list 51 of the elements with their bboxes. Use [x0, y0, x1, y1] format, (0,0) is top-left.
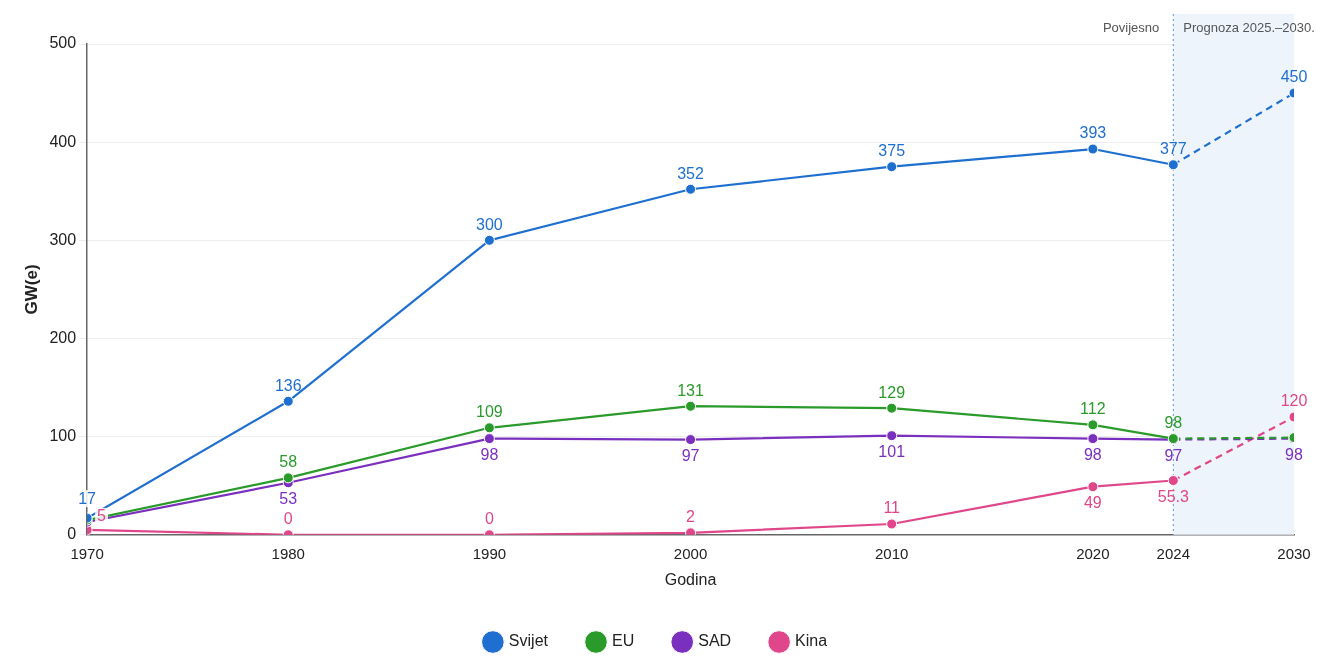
data-label: 120	[1280, 392, 1308, 410]
data-label: 2	[686, 508, 696, 526]
data-label: 352	[677, 164, 704, 182]
data-label: 450	[1280, 68, 1308, 86]
data-label: 112	[1080, 400, 1106, 418]
y-tick-label: 100	[49, 427, 77, 445]
data-label: 97	[681, 446, 700, 464]
x-tick-label: 2030	[1277, 544, 1311, 562]
data-label: 129	[878, 383, 906, 401]
x-tick-label: 2024	[1156, 544, 1190, 562]
legend-label: EU	[611, 632, 635, 650]
data-label: 17	[78, 489, 97, 507]
legend-label: Kina	[795, 632, 828, 650]
x-tick-label: 2020	[1076, 544, 1110, 562]
x-tick-label: 1990	[472, 544, 507, 562]
y-tick-label: 400	[49, 132, 77, 150]
data-label: 11	[883, 499, 901, 517]
band-label: Prognoza 2025.–2030.	[1183, 19, 1315, 35]
data-label: 109	[476, 403, 503, 421]
data-label: 97	[1164, 446, 1183, 464]
data-label: 98	[1285, 446, 1303, 464]
y-axis-title: GW(e)	[21, 264, 41, 315]
data-label: 136	[274, 376, 302, 394]
data-label: 49	[1083, 494, 1102, 512]
data-label: 58	[279, 453, 298, 471]
y-tick-label: 300	[49, 230, 77, 248]
data-label: 5	[97, 507, 107, 525]
legend-label: Svijet	[508, 632, 549, 650]
x-tick-label: 1970	[70, 544, 104, 562]
data-label: 377	[1159, 140, 1187, 158]
x-tick-label: 2010	[875, 544, 909, 562]
y-tick-label: 500	[49, 34, 77, 52]
data-label: 98	[1164, 414, 1183, 432]
data-label: 55.3	[1157, 487, 1189, 505]
data-label: 98	[480, 446, 499, 464]
data-label: 0	[283, 510, 293, 528]
data-label: 98	[1083, 446, 1102, 464]
data-label: 375	[878, 142, 906, 160]
data-label: 300	[476, 215, 503, 233]
x-tick-label: 2000	[673, 544, 708, 562]
data-label: 0	[484, 510, 494, 528]
data-label: 53	[279, 490, 298, 508]
y-tick-label: 200	[49, 328, 77, 346]
data-label: 101	[878, 443, 906, 461]
ref-line-label: Povijesno	[1102, 19, 1160, 35]
x-axis-title: Godina	[664, 570, 717, 588]
data-label: 393	[1079, 124, 1107, 142]
y-tick-label: 0	[67, 525, 77, 543]
legend-label: SAD	[698, 632, 732, 650]
data-label: 131	[677, 381, 704, 399]
x-tick-label: 1980	[271, 544, 305, 562]
